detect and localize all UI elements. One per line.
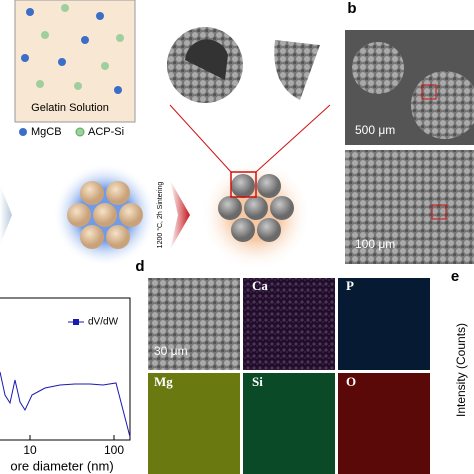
particles xyxy=(21,4,124,94)
panel-label: b xyxy=(347,0,356,17)
scale-bar-label: 30 μm xyxy=(154,344,188,358)
arrow xyxy=(170,180,190,250)
legend-label: ACP-Si xyxy=(88,126,124,138)
eds-map xyxy=(148,373,240,474)
panel-label: d xyxy=(135,258,144,275)
eds-map xyxy=(338,373,430,474)
sphere-cut xyxy=(185,39,228,80)
sintered-body xyxy=(218,174,294,242)
y-axis-label: Intensity (Counts) xyxy=(454,323,468,417)
sem-image xyxy=(345,150,474,264)
solution-label: Gelatin Solution xyxy=(31,102,109,114)
element-label: Ca xyxy=(252,278,268,293)
scale-bar-label: 500 μm xyxy=(355,123,395,137)
process-label: 1200 °C, 2h Sintering xyxy=(156,182,164,249)
x-tick-label: 10 xyxy=(23,443,37,457)
sem-sphere xyxy=(411,71,474,139)
zoom-box xyxy=(421,84,437,100)
element-label: O xyxy=(346,374,356,389)
legend-marker xyxy=(73,319,79,325)
eds-texture xyxy=(243,278,335,370)
legend-label: MgCB xyxy=(31,126,62,138)
x-tick-label: 100 xyxy=(104,443,124,457)
zoom-line xyxy=(169,104,232,173)
x-axis-label: ore diameter (nm) xyxy=(10,458,113,473)
sphere-fragment xyxy=(274,40,320,100)
legend-label: dV/dW xyxy=(88,317,119,328)
element-label: Mg xyxy=(154,374,173,389)
legend-swatch xyxy=(75,127,85,137)
zoom-box xyxy=(431,204,447,220)
arrow xyxy=(0,185,12,245)
scale-bar-label: 100 μm xyxy=(355,237,395,251)
sem-sphere xyxy=(352,42,404,94)
eds-map xyxy=(338,278,430,370)
plot-frame xyxy=(0,297,131,441)
zoom-box xyxy=(230,171,257,198)
legend-swatch xyxy=(19,128,27,136)
sem-image xyxy=(148,278,240,370)
curve xyxy=(0,371,131,438)
panel-label: e xyxy=(451,268,459,285)
element-label: P xyxy=(346,278,354,293)
eds-map xyxy=(243,373,335,474)
zoom-line xyxy=(255,104,331,173)
element-label: Si xyxy=(252,374,263,389)
solution-box xyxy=(14,0,136,123)
green-body xyxy=(67,181,143,249)
